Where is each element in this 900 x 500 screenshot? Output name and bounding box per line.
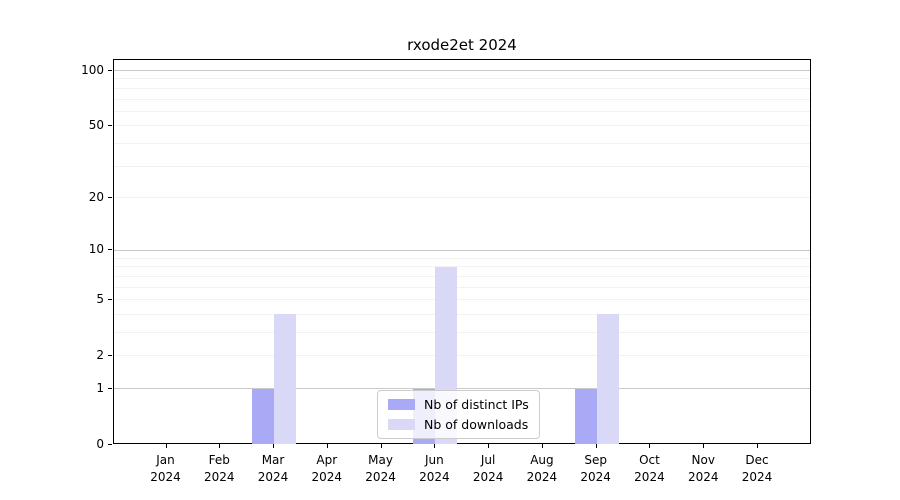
y-tick-label: 50 bbox=[88, 117, 104, 132]
x-tick-mark bbox=[219, 444, 221, 448]
gridline-minor bbox=[114, 197, 810, 199]
gridline-minor bbox=[114, 266, 810, 268]
gridline-minor bbox=[114, 78, 810, 80]
x-tick-year: 2024 bbox=[150, 470, 181, 484]
x-tick-year: 2024 bbox=[311, 470, 343, 484]
x-tick-year: 2024 bbox=[203, 470, 235, 484]
y-tick-mark bbox=[108, 69, 112, 71]
gridline-minor bbox=[114, 313, 810, 315]
x-tick-month: Sep bbox=[584, 453, 607, 467]
x-tick-year: 2024 bbox=[687, 470, 719, 484]
gridline-minor bbox=[114, 257, 810, 259]
x-tick-month: Apr bbox=[316, 453, 338, 467]
y-tick-mark bbox=[108, 124, 112, 126]
x-tick-month: Jun bbox=[424, 453, 444, 467]
gridline-minor bbox=[114, 125, 810, 127]
x-tick-month: Aug bbox=[530, 453, 554, 467]
y-tick-label: 5 bbox=[96, 291, 104, 306]
x-tick-year: 2024 bbox=[472, 470, 504, 484]
y-tick-label: 100 bbox=[81, 62, 104, 77]
gridline-minor bbox=[114, 299, 810, 301]
x-tick-label: Sep 2024 bbox=[568, 452, 624, 486]
gridline-minor bbox=[114, 275, 810, 277]
x-tick-label: Dec 2024 bbox=[729, 452, 785, 486]
y-tick-mark bbox=[108, 354, 112, 356]
y-tick-mark bbox=[108, 298, 112, 300]
gridline-major bbox=[114, 249, 810, 251]
legend-item-downloads: Nb of downloads bbox=[388, 417, 529, 432]
legend-swatch-downloads bbox=[388, 419, 415, 430]
x-tick-month: Feb bbox=[208, 453, 230, 467]
x-tick-label: Nov 2024 bbox=[675, 452, 731, 486]
x-tick-mark bbox=[165, 444, 167, 448]
x-tick-mark bbox=[488, 444, 490, 448]
x-tick-mark bbox=[703, 444, 705, 448]
x-tick-mark bbox=[380, 444, 382, 448]
x-tick-year: 2024 bbox=[257, 470, 289, 484]
legend-swatch-distinct-ips bbox=[388, 399, 415, 410]
y-tick-mark bbox=[108, 444, 112, 445]
gridline-minor bbox=[114, 355, 810, 357]
legend-item-distinct-ips: Nb of distinct IPs bbox=[388, 397, 529, 412]
y-tick-label: 1 bbox=[96, 380, 104, 395]
y-tick-label: 2 bbox=[96, 347, 104, 362]
x-tick-month: Jan bbox=[156, 453, 175, 467]
gridline-minor bbox=[114, 98, 810, 100]
x-tick-month: Nov bbox=[691, 453, 715, 467]
x-tick-month: Dec bbox=[745, 453, 769, 467]
x-tick-label: Aug 2024 bbox=[514, 452, 570, 486]
x-tick-label: Jul 2024 bbox=[460, 452, 516, 486]
gridline-minor bbox=[114, 165, 810, 167]
bar-downloads-sep bbox=[596, 314, 619, 444]
x-tick-mark bbox=[541, 444, 543, 448]
y-tick-label: 20 bbox=[88, 189, 104, 204]
x-tick-label: Feb 2024 bbox=[191, 452, 247, 486]
y-tick-label: 10 bbox=[88, 242, 104, 257]
x-tick-mark bbox=[649, 444, 651, 448]
x-tick-year: 2024 bbox=[526, 470, 558, 484]
x-tick-label: Mar 2024 bbox=[245, 452, 301, 486]
gridline-minor bbox=[114, 286, 810, 288]
legend-label-downloads: Nb of downloads bbox=[424, 417, 529, 432]
x-tick-mark bbox=[326, 444, 328, 448]
x-tick-label: Jun 2024 bbox=[406, 452, 462, 486]
x-tick-label: Jan 2024 bbox=[138, 452, 194, 486]
y-tick-mark bbox=[108, 196, 112, 198]
x-tick-year: 2024 bbox=[365, 470, 396, 484]
bar-distinct-ips-sep bbox=[574, 388, 597, 444]
x-tick-mark bbox=[434, 444, 436, 448]
bar-distinct-ips-mar bbox=[252, 388, 275, 444]
x-tick-month: Mar bbox=[261, 453, 285, 467]
x-tick-month: Jul bbox=[480, 453, 496, 467]
gridline-minor bbox=[114, 87, 810, 89]
legend: Nb of distinct IPs Nb of downloads bbox=[377, 390, 540, 439]
gridline-minor bbox=[114, 332, 810, 334]
gridline-major bbox=[114, 388, 810, 390]
plot-area: Nb of distinct IPs Nb of downloads bbox=[113, 59, 811, 444]
x-tick-year: 2024 bbox=[634, 470, 665, 484]
x-tick-year: 2024 bbox=[741, 470, 773, 484]
x-tick-mark bbox=[595, 444, 597, 448]
legend-label-distinct-ips: Nb of distinct IPs bbox=[424, 397, 529, 412]
y-tick-mark bbox=[108, 387, 112, 389]
chart-title: rxode2et 2024 bbox=[407, 36, 517, 54]
bar-downloads-mar bbox=[274, 314, 297, 444]
gridline-minor bbox=[114, 143, 810, 145]
y-tick-label: 0 bbox=[96, 437, 104, 451]
gridline-major bbox=[114, 70, 810, 72]
x-tick-label: Apr 2024 bbox=[299, 452, 355, 486]
x-tick-label: May 2024 bbox=[353, 452, 409, 486]
x-tick-mark bbox=[273, 444, 275, 448]
gridline-minor bbox=[114, 110, 810, 112]
x-tick-year: 2024 bbox=[419, 470, 450, 484]
x-tick-label: Oct 2024 bbox=[621, 452, 677, 486]
x-tick-month: Oct bbox=[639, 453, 660, 467]
x-tick-month: May bbox=[368, 453, 393, 467]
y-tick-mark bbox=[108, 249, 112, 251]
x-tick-mark bbox=[757, 444, 758, 448]
x-tick-year: 2024 bbox=[580, 470, 611, 484]
